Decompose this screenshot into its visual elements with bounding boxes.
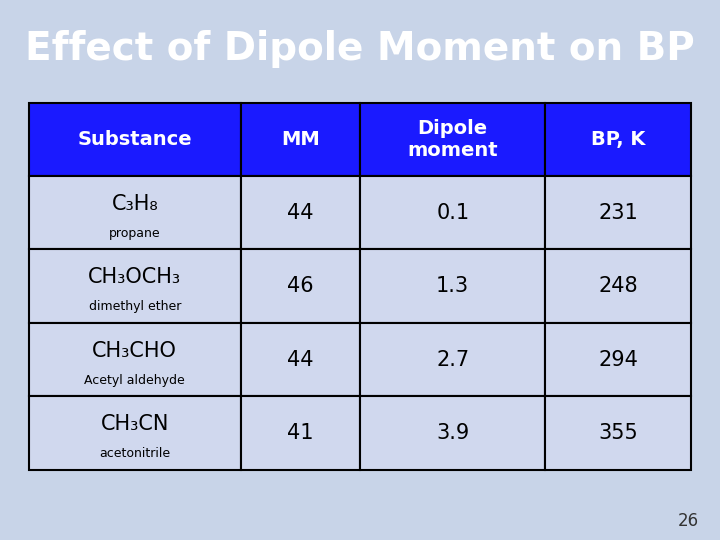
Text: 0.1: 0.1 <box>436 202 469 223</box>
FancyBboxPatch shape <box>29 176 240 249</box>
Text: Dipole
moment: Dipole moment <box>408 119 498 160</box>
Text: 46: 46 <box>287 276 314 296</box>
FancyBboxPatch shape <box>240 323 360 396</box>
FancyBboxPatch shape <box>29 249 240 323</box>
FancyBboxPatch shape <box>29 103 240 176</box>
FancyBboxPatch shape <box>360 176 546 249</box>
FancyBboxPatch shape <box>240 249 360 323</box>
Text: Effect of Dipole Moment on BP: Effect of Dipole Moment on BP <box>25 30 695 68</box>
FancyBboxPatch shape <box>360 323 546 396</box>
FancyBboxPatch shape <box>546 176 691 249</box>
Text: dimethyl ether: dimethyl ether <box>89 300 181 313</box>
FancyBboxPatch shape <box>546 103 691 176</box>
Text: 44: 44 <box>287 349 314 370</box>
FancyBboxPatch shape <box>29 323 240 396</box>
FancyBboxPatch shape <box>546 323 691 396</box>
Text: 41: 41 <box>287 423 314 443</box>
FancyBboxPatch shape <box>29 396 240 470</box>
Text: CH₃CHO: CH₃CHO <box>92 341 177 361</box>
Text: 231: 231 <box>598 202 638 223</box>
Text: MM: MM <box>281 130 320 149</box>
FancyBboxPatch shape <box>240 176 360 249</box>
Text: 3.9: 3.9 <box>436 423 469 443</box>
FancyBboxPatch shape <box>546 249 691 323</box>
FancyBboxPatch shape <box>240 396 360 470</box>
FancyBboxPatch shape <box>360 396 546 470</box>
Text: 248: 248 <box>598 276 638 296</box>
Text: CH₃OCH₃: CH₃OCH₃ <box>89 267 181 287</box>
Text: 26: 26 <box>678 511 698 530</box>
Text: Substance: Substance <box>78 130 192 149</box>
Text: propane: propane <box>109 227 161 240</box>
Text: 2.7: 2.7 <box>436 349 469 370</box>
FancyBboxPatch shape <box>546 396 691 470</box>
Text: 355: 355 <box>598 423 638 443</box>
Text: 44: 44 <box>287 202 314 223</box>
Text: acetonitrile: acetonitrile <box>99 447 171 460</box>
FancyBboxPatch shape <box>240 103 360 176</box>
Text: CH₃CN: CH₃CN <box>101 414 169 434</box>
Text: 294: 294 <box>598 349 638 370</box>
Text: BP, K: BP, K <box>591 130 646 149</box>
Text: 1.3: 1.3 <box>436 276 469 296</box>
Text: C₃H₈: C₃H₈ <box>112 194 158 214</box>
FancyBboxPatch shape <box>360 103 546 176</box>
FancyBboxPatch shape <box>360 249 546 323</box>
Text: Acetyl aldehyde: Acetyl aldehyde <box>84 374 185 387</box>
